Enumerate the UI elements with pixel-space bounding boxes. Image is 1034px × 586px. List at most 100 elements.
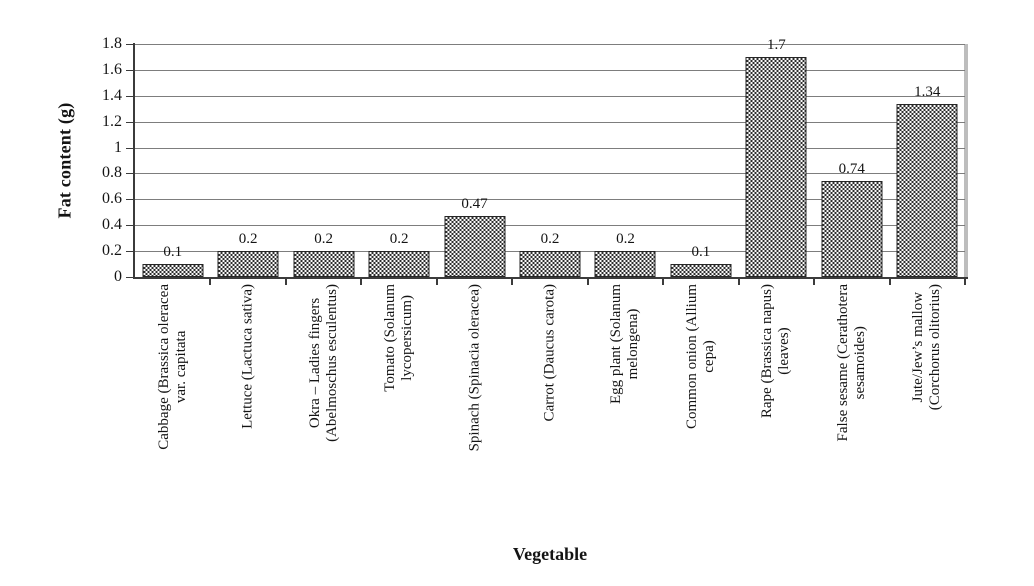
x-axis-tick [662, 279, 665, 285]
bar [142, 264, 204, 277]
bar [594, 251, 656, 277]
bar-slot: 0.47 [437, 44, 512, 277]
plot-area: 0.1 0.2 0.2 0.2 0.47 0.2 0.2 0.1 1.7 0.74 1.34 [135, 37, 965, 277]
x-category-label: Common onion (Allium cepa) [663, 284, 738, 542]
bar [519, 251, 581, 277]
bar-value-label: 0.2 [540, 231, 560, 248]
y-tick-label: 0.2 [102, 242, 122, 260]
x-axis-tick [511, 279, 514, 285]
x-axis-tick [737, 279, 740, 285]
gridline [135, 121, 965, 123]
x-category-label: Lettuce (Lactuca sativa) [210, 284, 285, 542]
x-category-label: Egg plant (Solanum melongena) [588, 284, 663, 542]
x-category-label-text: Rape (Brassica napus) (leaves) [759, 284, 793, 419]
x-axis-tick [284, 279, 287, 285]
y-tick-label: 0.4 [102, 216, 122, 234]
gridline [135, 173, 965, 175]
bar [896, 103, 958, 277]
bar [293, 251, 355, 277]
x-category-label: False sesame (Cerathotera sesamoides) [814, 284, 889, 542]
x-axis-tick [209, 279, 212, 285]
bar [745, 56, 807, 277]
y-tick-label: 0.6 [102, 190, 122, 208]
bar-value-label: 0.2 [616, 231, 635, 248]
y-axis-tick [126, 225, 133, 227]
y-tick-label: 1.2 [102, 112, 122, 130]
y-axis-tick [126, 121, 133, 123]
x-axis-tick [813, 279, 816, 285]
bar-slot: 0.2 [588, 44, 663, 277]
bar-value-label: 0.2 [389, 231, 409, 248]
y-axis-tick [126, 147, 133, 149]
y-tick-label: 0.8 [102, 164, 122, 182]
y-tick-label: 1.6 [102, 60, 122, 78]
bar [368, 251, 430, 277]
x-axis-tick [964, 279, 966, 285]
bar-value-label: 0.1 [163, 244, 183, 261]
bar-value-label: 0.47 [461, 196, 488, 213]
bar-slot: 0.1 [663, 44, 738, 277]
bar-value-label: 1.34 [914, 83, 941, 100]
plot-right-border [964, 44, 968, 278]
x-category-label: Carrot (Daucus carota) [512, 284, 587, 542]
bar-slot: 0.2 [361, 44, 436, 277]
gridline [135, 225, 965, 227]
x-category-label-text: Tomato (Solanum lycopersicum) [382, 284, 416, 392]
bar [821, 181, 883, 277]
bar-slot: 1.7 [739, 37, 814, 277]
bar-value-label: 0.2 [314, 231, 333, 248]
gridline [135, 95, 965, 97]
bar-value-label: 0.1 [691, 244, 711, 261]
x-category-label: Spinach (Spinacia oleracea) [437, 284, 512, 542]
gridline [135, 69, 965, 71]
bar-value-label: 0.74 [838, 161, 865, 178]
x-category-label: Rape (Brassica napus) (leaves) [739, 284, 814, 542]
x-category-label: Tomato (Solanum lycopersicum) [361, 284, 436, 542]
y-axis-line [133, 43, 135, 278]
gridline [135, 147, 965, 149]
bar-slot: 0.2 [512, 44, 587, 277]
x-category-label-text: Spinach (Spinacia oleracea) [466, 284, 483, 452]
y-axis-tick [126, 277, 133, 278]
x-category-label-text: Lettuce (Lactuca sativa) [239, 284, 256, 429]
y-tick-label: 1.4 [102, 86, 122, 104]
x-category-label-text: Cabbage (Brassica oleracea var. capitata [155, 284, 189, 450]
y-axis-tick [126, 251, 133, 253]
x-axis-tick [435, 279, 438, 285]
x-category-label: Okra – Ladies fingers (Abelmoschus escul… [286, 284, 361, 542]
bar-slot: 0.74 [814, 44, 889, 277]
bar-value-label: 0.2 [238, 231, 258, 248]
y-tick-label: 1.8 [102, 35, 122, 52]
y-axis-tick [126, 173, 133, 175]
y-tick-label: 0 [114, 268, 122, 285]
x-category-label-text: Jute/Jew’s mallow (Corchorus olitorius) [910, 284, 944, 411]
x-category-label-text: Okra – Ladies fingers (Abelmoschus escul… [306, 284, 340, 442]
x-axis-line [133, 277, 968, 279]
bar-slot: 0.1 [135, 44, 210, 277]
bar-slot: 1.34 [890, 44, 965, 277]
gridline [135, 199, 965, 201]
y-axis-tick [126, 44, 133, 45]
x-axis-tick [586, 279, 589, 285]
y-tick-label: 1 [114, 138, 122, 156]
bar [670, 264, 732, 277]
x-category-label: Cabbage (Brassica oleracea var. capitata [135, 284, 210, 542]
x-axis-tick [360, 279, 363, 285]
x-category-label: Jute/Jew’s mallow (Corchorus olitorius) [890, 284, 965, 542]
x-category-label-text: Common onion (Allium cepa) [683, 284, 717, 430]
bar [444, 216, 506, 277]
x-axis-title: Vegetable [512, 544, 588, 564]
x-category-label-text: False sesame (Cerathotera sesamoides) [834, 284, 868, 442]
bar-slot: 0.2 [210, 44, 285, 277]
x-category-label-text: Egg plant (Solanum melongena) [608, 284, 642, 404]
y-axis-tick [126, 199, 133, 201]
bar-value-label: 1.7 [766, 36, 786, 53]
bar [217, 251, 279, 277]
gridline [135, 44, 965, 45]
x-category-label-text: Carrot (Daucus carota) [541, 284, 558, 422]
bar-slot: 0.2 [286, 44, 361, 277]
y-axis-tick [126, 69, 133, 71]
x-axis-tick [888, 279, 891, 285]
y-axis-tick [126, 95, 133, 97]
